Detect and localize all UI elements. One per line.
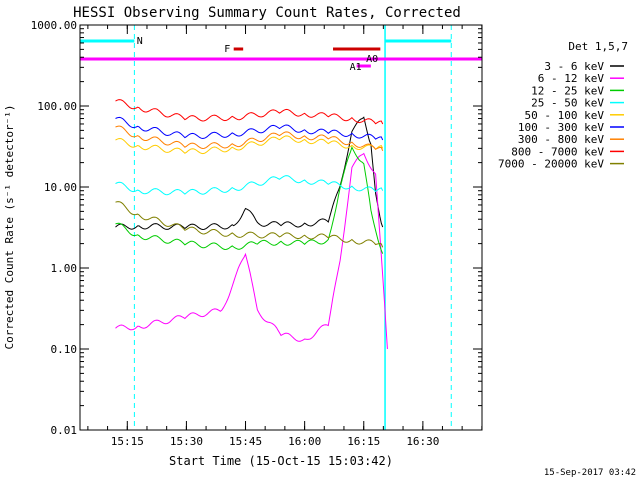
attenuator-a1-label: A1 [350,62,362,73]
series-line [115,145,384,254]
x-tick-label: 15:45 [229,435,262,448]
x-tick-label: 15:15 [111,435,144,448]
y-tick-label: 100.00 [37,100,77,113]
series-line [115,99,384,125]
y-tick-label: 0.10 [51,343,78,356]
legend-label: 6 - 12 keV [538,72,605,85]
x-tick-label: 16:30 [406,435,439,448]
x-tick-label: 16:00 [288,435,321,448]
legend-label: 7000 - 20000 keV [498,158,604,171]
x-tick-label: 16:15 [347,435,380,448]
series-line [115,135,384,155]
legend-label: 25 - 50 keV [531,97,604,110]
chart-title: HESSI Observing Summary Count Rates, Cor… [73,5,461,21]
legend-label: 100 - 300 keV [518,121,604,134]
attenuator-a0-label: A0 [366,54,378,65]
legend-label: 12 - 25 keV [531,84,604,97]
timestamp: 15-Sep-2017 03:42 [544,468,636,478]
legend-title: Det 1,5,7 [568,40,628,53]
y-tick-label: 1.00 [51,262,78,275]
legend-label: 800 - 7000 keV [511,145,604,158]
legend-label: 3 - 6 keV [544,60,604,73]
x-axis-label: Start Time (15-Oct-15 15:03:42) [169,454,393,468]
annotation-layer: N F A0 A1 [80,25,482,430]
axis-layer: 0.01 0.10 1.00 10.00 100.00 1000.00 15:15 15:30… [31,19,483,448]
data-layer [115,99,388,350]
series-line [115,175,384,196]
y-tick-label: 0.01 [51,424,78,437]
series-line [115,125,384,151]
y-tick-label: 10.00 [44,181,77,194]
legend-label: 300 - 800 keV [518,133,604,146]
series-line [115,152,388,350]
series-line [115,201,384,248]
plot-frame [79,24,483,431]
legend-label: 50 - 100 keV [525,109,605,122]
y-axis-label: Corrected Count Rate (s⁻¹ detector⁻¹) [3,104,16,349]
night-label: N [137,36,143,47]
x-tick-label: 15:30 [170,435,203,448]
flare-label: F [224,44,230,55]
y-tick-label: 1000.00 [31,19,77,32]
series-line [115,116,384,231]
series-line [115,116,384,141]
